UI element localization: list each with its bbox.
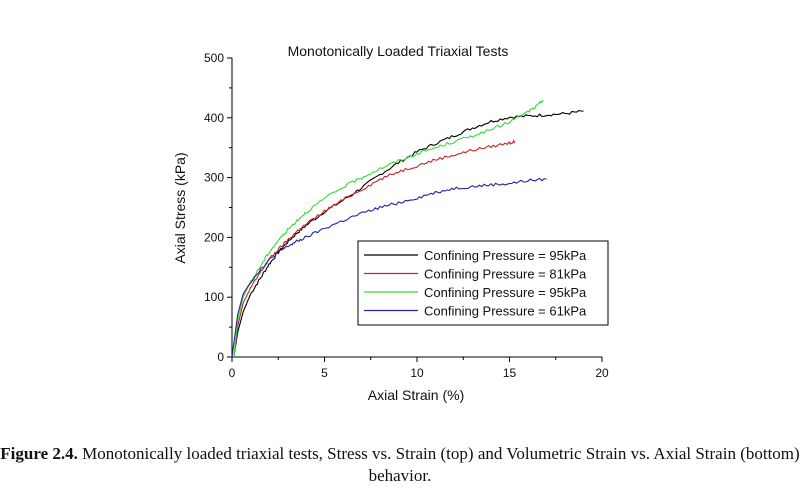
- x-tick-label: 10: [410, 366, 424, 380]
- y-tick-label: 200: [204, 230, 224, 244]
- legend-label: Confining Pressure = 95kPa: [424, 248, 587, 263]
- x-tick-label: 20: [595, 366, 609, 380]
- legend-label: Confining Pressure = 81kPa: [424, 267, 587, 282]
- legend-label: Confining Pressure = 95kPa: [424, 285, 587, 300]
- y-tick-label: 0: [217, 350, 224, 364]
- series-line: [231, 177, 547, 358]
- legend-label: Confining Pressure = 61kPa: [424, 304, 587, 319]
- y-tick-label: 300: [204, 171, 224, 185]
- y-tick-label: 500: [204, 51, 224, 65]
- y-axis-label: Axial Stress (kPa): [172, 152, 188, 263]
- x-axis-label: Axial Strain (%): [368, 387, 464, 403]
- x-tick-label: 0: [229, 366, 236, 380]
- y-tick-label: 400: [204, 111, 224, 125]
- series-line: [233, 139, 516, 358]
- figure-caption-text: Monotonically loaded triaxial tests, Str…: [77, 444, 800, 485]
- stress-strain-chart: Monotonically Loaded Triaxial Tests 0 5 10…: [172, 43, 609, 403]
- series-layer: [231, 99, 584, 358]
- x-tick-label: 5: [321, 366, 328, 380]
- figure-label: Figure 2.4.: [0, 444, 78, 463]
- x-tick-label: 15: [503, 366, 517, 380]
- y-tick-label: 100: [204, 290, 224, 304]
- figure-caption: Figure 2.4. Monotonically loaded triaxia…: [0, 443, 800, 487]
- legend: Confining Pressure = 95kPa Confining Pres…: [357, 240, 609, 326]
- series-line: [233, 110, 584, 358]
- series-line: [233, 99, 544, 358]
- chart-title: Monotonically Loaded Triaxial Tests: [288, 43, 509, 59]
